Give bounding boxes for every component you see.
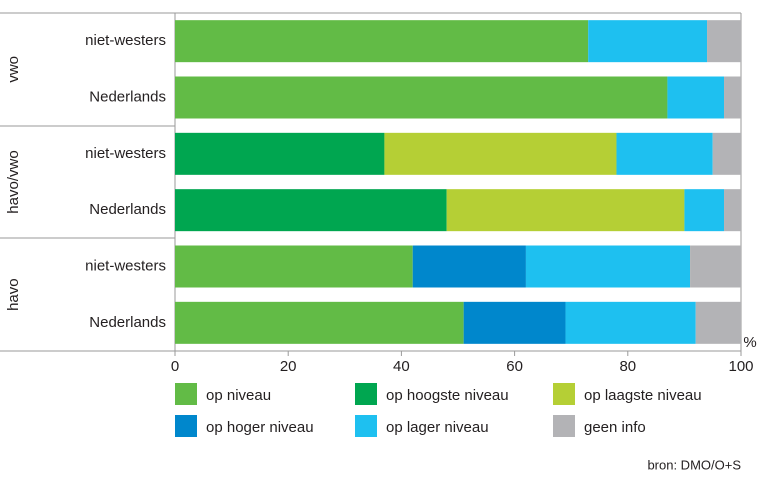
- legend-label: op lager niveau: [386, 419, 489, 436]
- legend-label: op hoger niveau: [206, 419, 314, 436]
- bar-segment: [384, 132, 617, 175]
- y-tick-label: Nederlands: [89, 88, 166, 105]
- bar-segment: [724, 76, 741, 119]
- bar-segment: [695, 301, 741, 344]
- x-tick-label: 100: [728, 358, 753, 375]
- x-tick-label: 20: [280, 358, 297, 375]
- bar-segment: [565, 301, 696, 344]
- source: bron: DMO/O+S: [647, 457, 741, 472]
- y-tick-label: niet-westers: [85, 32, 166, 49]
- legend-swatch: [175, 415, 197, 437]
- group-label: havo: [5, 278, 22, 311]
- bar-segment: [175, 76, 668, 119]
- x-tick-label: 40: [393, 358, 410, 375]
- y-tick-label: Nederlands: [89, 201, 166, 218]
- bar-segment: [175, 301, 464, 344]
- legend-label: op niveau: [206, 387, 271, 404]
- group-label: vwo: [5, 56, 22, 83]
- legend-label: geen info: [584, 419, 646, 436]
- bar-segment: [463, 301, 566, 344]
- bar-segment: [707, 20, 741, 63]
- bar-segment: [175, 20, 589, 63]
- legend-swatch: [355, 415, 377, 437]
- legend-swatch: [553, 415, 575, 437]
- bar-segment: [412, 245, 526, 288]
- bar-segment: [667, 76, 725, 119]
- legend-label: op hoogste niveau: [386, 387, 509, 404]
- x-tick-label: 80: [619, 358, 636, 375]
- bar-segment: [690, 245, 741, 288]
- bar-segment: [175, 189, 447, 232]
- x-unit: %: [743, 334, 756, 351]
- bar-segment: [525, 245, 691, 288]
- x-tick-label: 0: [171, 358, 179, 375]
- y-tick-label: niet-westers: [85, 145, 166, 162]
- bar-segment: [446, 189, 685, 232]
- legend-label: op laagste niveau: [584, 387, 702, 404]
- legend-swatch: [175, 383, 197, 405]
- legend-swatch: [355, 383, 377, 405]
- bar-segment: [712, 132, 741, 175]
- bar-segment: [175, 245, 413, 288]
- bar-segment: [616, 132, 713, 175]
- y-tick-label: niet-westers: [85, 257, 166, 274]
- bar-segment: [588, 20, 708, 63]
- x-tick-label: 60: [506, 358, 523, 375]
- y-tick-label: Nederlands: [89, 314, 166, 331]
- bar-segment: [684, 189, 725, 232]
- bar-segment: [724, 189, 741, 232]
- group-label: havo/vwo: [5, 150, 22, 213]
- bar-segment: [175, 132, 385, 175]
- legend-swatch: [553, 383, 575, 405]
